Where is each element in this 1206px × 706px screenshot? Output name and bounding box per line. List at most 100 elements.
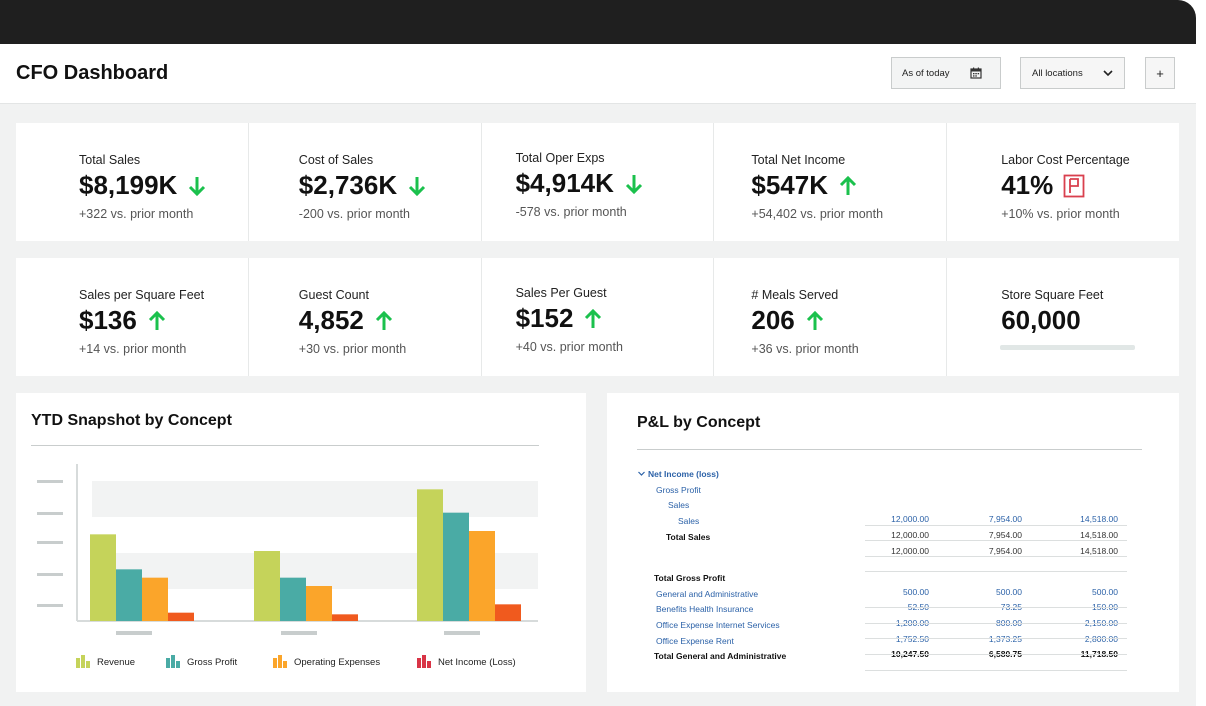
page-title: CFO Dashboard — [16, 62, 169, 84]
column-gap — [1039, 513, 1049, 683]
kpi-value-text: $8,199K — [79, 170, 178, 200]
bar-revenue[interactable] — [254, 551, 280, 621]
kpi-card: # Meals Served 206 +36 vs. prior month — [714, 258, 948, 376]
ytd-snapshot-panel: YTD Snapshot by Concept Revenue Gross Pro… — [16, 393, 586, 692]
kpi-value: 60,000 — [1001, 305, 1081, 336]
y-tick-label — [37, 541, 63, 544]
kpi-comparison: +40 vs. prior month — [515, 340, 623, 354]
kpi-label: Total Sales — [79, 153, 141, 167]
pl-cell-value: 7,954.00 — [988, 530, 1022, 540]
kpi-card: Total Net Income $547K +54,402 vs. prior m… — [714, 123, 948, 241]
kpi-comparison: +36 vs. prior month — [751, 342, 859, 356]
pl-cell-value: 7,954.00 — [988, 514, 1022, 524]
legend-label: Revenue — [97, 657, 136, 668]
kpi-value: $136 — [79, 305, 167, 336]
kpi-label: Guest Count — [298, 288, 369, 302]
chevron-down-icon — [1102, 68, 1114, 81]
kpi-value: $8,199K — [79, 170, 207, 201]
legend-label: Operating Expenses — [294, 657, 381, 668]
arrow-down-icon — [187, 175, 207, 197]
pl-row-label[interactable]: Sales — [668, 500, 690, 510]
bar-operating-expenses[interactable] — [142, 577, 168, 621]
x-tick-label — [281, 631, 317, 635]
bar-revenue[interactable] — [417, 489, 443, 621]
kpi-label: Total Net Income — [751, 153, 846, 167]
bar-revenue[interactable] — [90, 534, 116, 621]
kpi-value-text: $152 — [515, 303, 574, 333]
kpi-value: 206 — [751, 305, 824, 336]
kpi-label: Store Square Feet — [1001, 288, 1104, 302]
pl-cell-value: 500.00 — [1092, 587, 1118, 597]
kpi-comparison: +54,402 vs. prior month — [751, 207, 884, 221]
location-filter-label: All locations — [1032, 67, 1083, 79]
row-divider — [865, 607, 1127, 608]
kpi-comparison: +30 vs. prior month — [298, 342, 407, 356]
kpi-label: Labor Cost Percentage — [1001, 153, 1130, 167]
kpi-card: Labor Cost Percentage 41% +10% vs. prior m… — [947, 123, 1179, 241]
pl-panel-title: P&L by Concept — [637, 414, 761, 431]
pl-cell-value: 12,000.00 — [891, 514, 929, 524]
kpi-value: 41% — [1001, 170, 1085, 201]
pl-cell-value: 7,954.00 — [988, 546, 1022, 556]
calendar-icon — [970, 67, 982, 82]
pl-table: Net Income (loss) Gross Profit Sales Sales 1… — [607, 393, 1179, 692]
row-divider — [865, 571, 1127, 572]
kpi-comparison: -578 vs. prior month — [515, 205, 627, 219]
title-divider — [637, 449, 1142, 450]
pl-row-label[interactable]: General and Administrative — [656, 589, 759, 599]
bar-gross-profit[interactable] — [443, 512, 469, 621]
pl-cell-value: 14,518.00 — [1080, 530, 1118, 540]
legend-item: Revenue — [76, 655, 135, 668]
grid-band — [92, 481, 538, 517]
bar-net-income-loss[interactable] — [495, 604, 521, 621]
location-filter[interactable]: All locations — [1020, 57, 1125, 89]
kpi-comparison: -200 vs. prior month — [298, 207, 410, 221]
pl-row-label[interactable]: Sales — [678, 516, 700, 526]
row-divider — [865, 638, 1127, 639]
legend-item: Net Income (Loss) — [417, 655, 516, 668]
pl-row-label: Total Gross Profit — [654, 573, 726, 583]
add-button[interactable]: + — [1145, 57, 1175, 89]
kpi-label: Total Oper Exps — [515, 151, 605, 165]
kpi-row-top: Total Sales $8,199K +322 vs. prior month Co… — [16, 123, 1179, 241]
pl-cell-value: 14,518.00 — [1080, 546, 1118, 556]
bar-gross-profit[interactable] — [116, 569, 142, 621]
y-tick-label — [37, 480, 63, 483]
x-tick-label — [444, 631, 480, 635]
kpi-card: Sales Per Guest $152 +40 vs. prior month — [482, 258, 715, 376]
arrow-up-icon — [805, 310, 825, 332]
kpi-card: Total Oper Exps $4,914K -578 vs. prior mon… — [482, 123, 715, 241]
kpi-value-text: $547K — [751, 170, 829, 200]
kpi-card: Store Square Feet 60,000 — [947, 258, 1179, 376]
pl-row-label[interactable]: Benefits Health Insurance — [656, 604, 754, 614]
kpi-placeholder-bar — [1000, 345, 1136, 350]
kpi-label: Sales Per Guest — [515, 286, 607, 300]
bar-gross-profit[interactable] — [280, 577, 306, 621]
pl-row-label[interactable]: Office Expense Rent — [656, 636, 734, 646]
row-divider — [865, 623, 1127, 624]
legend-label: Gross Profit — [187, 657, 238, 668]
pl-cell-value: 14,518.00 — [1080, 514, 1118, 524]
kpi-value-text: 206 — [751, 305, 795, 335]
pl-row-label: Total Sales — [666, 532, 711, 542]
kpi-value-text: $136 — [79, 305, 137, 335]
chevron-down-icon[interactable] — [637, 469, 646, 480]
bar-net-income-loss[interactable] — [332, 614, 358, 621]
pl-cell-value: 12,000.00 — [891, 546, 929, 556]
bar-net-income-loss[interactable] — [168, 612, 194, 621]
bar-operating-expenses[interactable] — [469, 531, 495, 621]
pl-row-label[interactable]: Net Income (loss) — [648, 469, 719, 479]
arrow-up-icon — [583, 308, 603, 330]
pl-row-label[interactable]: Gross Profit — [656, 485, 701, 495]
dashboard-screen: CFO Dashboard As of today All locations … — [0, 44, 1196, 706]
pl-row-label[interactable]: Office Expense Internet Services — [656, 620, 780, 630]
y-tick-label — [37, 512, 63, 515]
kpi-value: $547K — [751, 170, 858, 201]
kpi-value-text: 41% — [1001, 170, 1054, 200]
kpi-card: Cost of Sales $2,736K -200 vs. prior month — [249, 123, 482, 241]
kpi-comparison: +10% vs. prior month — [1001, 207, 1120, 221]
bar-operating-expenses[interactable] — [306, 586, 332, 621]
bar-chart-icon — [166, 655, 181, 668]
y-tick-label — [37, 573, 63, 576]
date-filter[interactable]: As of today — [891, 57, 1001, 89]
